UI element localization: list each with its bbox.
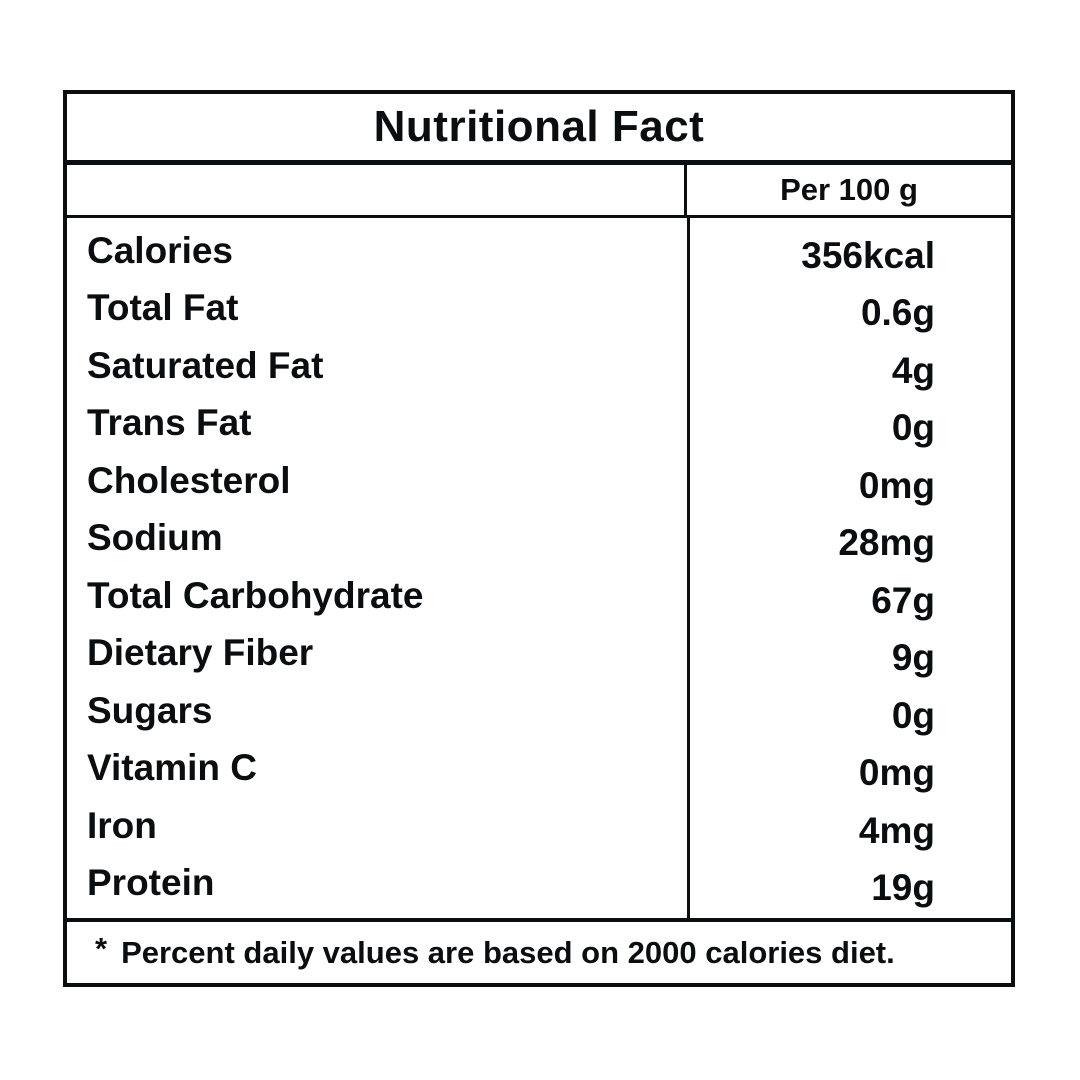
table-row: Total Carbohydrate 67g <box>67 567 1011 625</box>
nutrient-name: Total Carbohydrate <box>87 574 424 616</box>
nutrient-name: Vitamin C <box>87 747 257 789</box>
table-row: Cholesterol 0mg <box>67 452 1011 510</box>
nutrient-value: 19g <box>871 867 935 909</box>
table-title: Nutritional Fact <box>67 94 1011 165</box>
table-row: Sodium 28mg <box>67 510 1011 568</box>
table-header-row: Per 100 g <box>67 165 1011 218</box>
column-divider <box>687 218 690 918</box>
nutrient-name: Sodium <box>87 517 223 559</box>
nutrient-value: 0mg <box>858 752 935 794</box>
table-row: Saturated Fat 4g <box>67 337 1011 395</box>
per-100g-column-header: Per 100 g <box>780 172 918 207</box>
nutrient-value: 4g <box>891 349 935 391</box>
nutrient-value: 4mg <box>858 809 935 851</box>
nutrient-value: 9g <box>891 637 935 679</box>
nutrient-name: Calories <box>87 229 234 271</box>
nutrient-value: 0.6g <box>860 292 935 334</box>
nutrient-name: Cholesterol <box>87 459 291 501</box>
nutrient-name: Iron <box>87 804 157 846</box>
nutrient-name: Sugars <box>87 689 213 731</box>
table-row: Iron 4mg <box>67 797 1011 855</box>
nutrition-facts-table: Nutritional Fact Per 100 g Calories 356k… <box>63 90 1015 987</box>
header-empty-cell <box>67 165 687 215</box>
footnote: * Percent daily values are based on 2000… <box>67 922 1011 983</box>
table-row: Trans Fat 0g <box>67 395 1011 453</box>
asterisk-marker: * <box>95 930 108 966</box>
nutrient-value: 67g <box>871 579 935 621</box>
table-row: Calories 356kcal <box>67 222 1011 280</box>
table-row: Sugars 0g <box>67 682 1011 740</box>
footnote-text: Percent daily values are based on 2000 c… <box>121 934 895 970</box>
nutrient-value: 0g <box>891 407 935 449</box>
table-row: Vitamin C 0mg <box>67 740 1011 798</box>
nutrient-value: 356kcal <box>801 234 935 276</box>
table-row: Protein 19g <box>67 855 1011 913</box>
nutrient-rows-section: Calories 356kcal Total Fat 0.6g Saturate… <box>67 218 1011 922</box>
nutrient-name: Dietary Fiber <box>87 632 314 674</box>
table-row: Total Fat 0.6g <box>67 280 1011 338</box>
table-row: Dietary Fiber 9g <box>67 625 1011 683</box>
nutrient-name: Total Fat <box>87 287 239 329</box>
nutrient-name: Trans Fat <box>87 402 252 444</box>
nutrient-name: Protein <box>87 862 215 904</box>
nutrient-name: Saturated Fat <box>87 344 324 386</box>
nutrient-value: 0mg <box>858 464 935 506</box>
nutrient-value: 28mg <box>838 522 935 564</box>
nutrient-value: 0g <box>891 694 935 736</box>
